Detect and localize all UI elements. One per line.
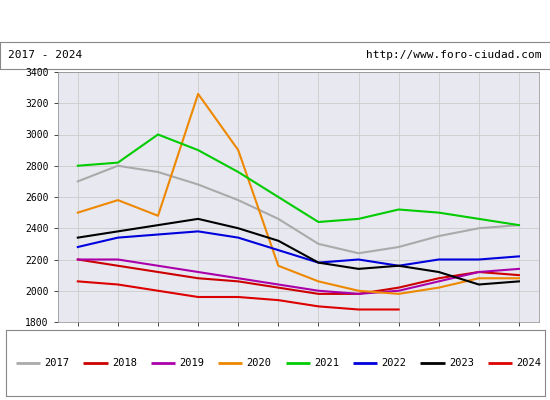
Text: 2019: 2019 bbox=[179, 358, 205, 368]
Text: 2021: 2021 bbox=[314, 358, 339, 368]
Text: 2017: 2017 bbox=[45, 358, 70, 368]
Text: 2018: 2018 bbox=[112, 358, 137, 368]
Text: 2024: 2024 bbox=[516, 358, 541, 368]
Text: 2023: 2023 bbox=[449, 358, 474, 368]
Text: 2017 - 2024: 2017 - 2024 bbox=[8, 50, 82, 60]
Text: http://www.foro-ciudad.com: http://www.foro-ciudad.com bbox=[366, 50, 542, 60]
Text: 2020: 2020 bbox=[247, 358, 272, 368]
Text: Evolucion del paro registrado en Azuqueca de Henares: Evolucion del paro registrado en Azuquec… bbox=[57, 14, 493, 28]
Text: 2022: 2022 bbox=[382, 358, 406, 368]
